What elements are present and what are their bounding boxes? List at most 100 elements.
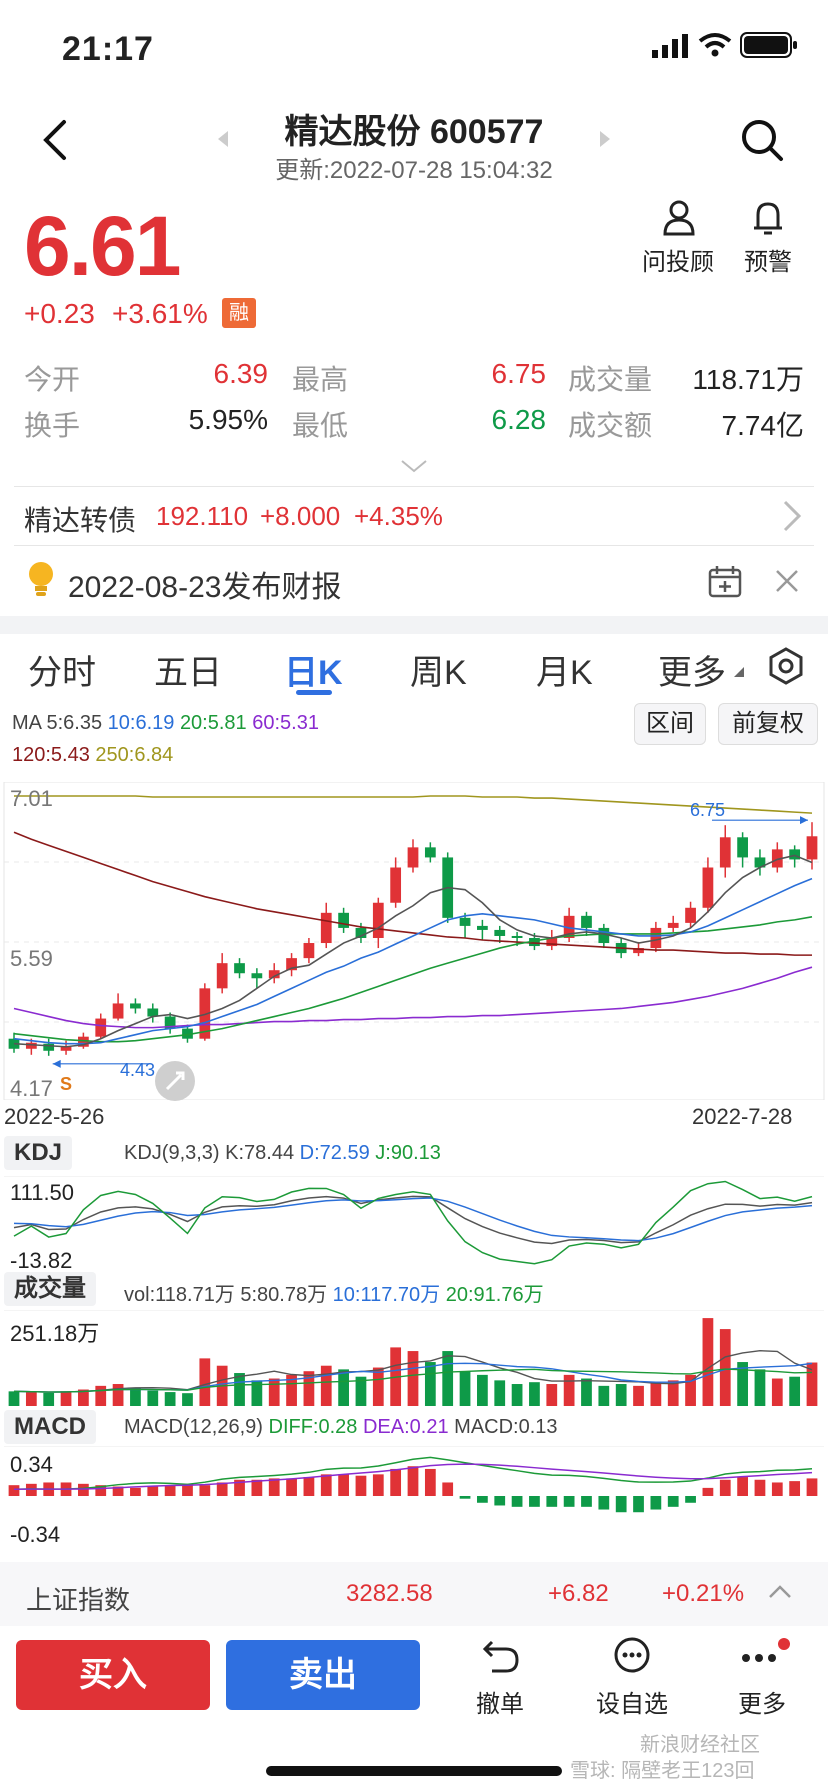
sell-button[interactable]: 卖出 [226, 1640, 420, 1710]
battery-icon [740, 32, 797, 58]
vol-ma10: 10:117.70万 [332, 1284, 441, 1306]
volume-bar [372, 1367, 384, 1406]
tab-intraday[interactable]: 分时 [28, 654, 96, 692]
ma5-label: 5:6.35 [46, 712, 103, 734]
volume-bar [737, 1362, 748, 1406]
active-tab-indicator [296, 690, 332, 695]
search-icon[interactable] [740, 118, 784, 162]
high-value: 6.75 [491, 358, 547, 389]
volume-bar [424, 1362, 436, 1406]
candle-body [754, 857, 766, 868]
status-bar: 21:17 [0, 0, 828, 100]
macd-bar [806, 1478, 818, 1496]
bond-price: 192.110 [156, 501, 249, 531]
wifi-icon [698, 33, 732, 57]
watermark-line1: 新浪财经社区 [640, 1734, 760, 1756]
macd-bar [702, 1487, 714, 1496]
more-label: 更多 [738, 1691, 786, 1718]
earnings-notice-row[interactable]: 2022-08-23发布财报 [0, 546, 828, 616]
macd-bar [355, 1475, 367, 1496]
tab-five-day[interactable]: 五日 [154, 654, 222, 692]
kdj-selector[interactable]: KDJ [4, 1136, 73, 1170]
buy-button[interactable]: 买入 [16, 1640, 210, 1710]
candlestick-chart[interactable] [0, 782, 828, 1100]
price-change-pct: +3.61% [112, 298, 208, 329]
candle-body [95, 1018, 107, 1037]
macd-selector[interactable]: MACD [4, 1410, 96, 1444]
volume-bar [546, 1384, 558, 1406]
volume-selector[interactable]: 成交量 [4, 1272, 96, 1306]
chevron-up-icon[interactable] [768, 1584, 792, 1600]
tab-daily-k[interactable]: 日K [284, 654, 343, 692]
candle-body [719, 837, 731, 868]
macd-bar [320, 1474, 332, 1496]
tab-weekly-k[interactable]: 周K [410, 654, 467, 692]
y-axis-top-label: 7.01 [10, 786, 53, 811]
chart-settings-icon[interactable] [766, 646, 806, 686]
section-separator [0, 616, 828, 634]
adjust-button[interactable]: 前复权 [718, 703, 818, 745]
candle-body [546, 937, 558, 947]
volume-bar [633, 1385, 644, 1406]
kdj-y-top: 111.50 [10, 1180, 75, 1205]
min-marker-arrow [52, 1059, 61, 1068]
bond-row[interactable]: 精达转债 192.110 +8.000 +4.35% [0, 487, 828, 545]
macd-bar [390, 1468, 402, 1496]
volume-bar [806, 1362, 818, 1406]
home-indicator [266, 1766, 562, 1776]
date-start-label: 2022-5-26 [4, 1104, 105, 1129]
volume-bar [667, 1380, 679, 1406]
more-button[interactable]: 更多 [722, 1636, 802, 1718]
kdj-button-label: KDJ [14, 1139, 63, 1166]
expand-chevron-icon[interactable] [400, 458, 428, 474]
close-icon[interactable] [774, 568, 800, 594]
macd-bar [667, 1496, 679, 1507]
volume-bar [78, 1389, 89, 1406]
tab-more[interactable]: 更多 [658, 654, 726, 692]
ma250-line [14, 795, 813, 814]
prev-stock-icon[interactable] [216, 130, 230, 148]
index-name: 上证指数 [26, 1585, 131, 1615]
tab-monthly-k[interactable]: 月K [536, 654, 593, 692]
chart-tool-icon[interactable] [154, 1060, 196, 1102]
ma-legend-row1: MA 5:6.35 10:6.19 20:5.81 60:5.31 [12, 712, 319, 735]
candle-body [407, 847, 419, 868]
candle-body [303, 943, 315, 959]
index-ticker-bar[interactable]: 上证指数 3282.58 +6.82 +0.21% [0, 1562, 828, 1626]
kdj-j-line [13, 1180, 813, 1265]
watchlist-label: 设自选 [596, 1691, 668, 1718]
amount-label: 成交额 [568, 410, 653, 441]
next-stock-icon[interactable] [598, 130, 612, 148]
ma120-line [13, 831, 812, 956]
macd-bar [477, 1496, 488, 1503]
macd-y-bottom: -0.34 [10, 1522, 61, 1547]
kdj-d-line [13, 1197, 813, 1242]
kdj-j: J:90.13 [375, 1142, 441, 1164]
macd-bar [216, 1482, 228, 1496]
back-icon[interactable] [40, 118, 70, 162]
candle-body [667, 922, 679, 928]
volume-ma20-line [13, 1368, 813, 1393]
range-button[interactable]: 区间 [634, 703, 706, 745]
undo-order-button[interactable]: 撤单 [460, 1636, 540, 1718]
y-axis-bottom-label: 4.17 [10, 1076, 53, 1101]
volume-bar [8, 1391, 20, 1406]
macd-bar [633, 1496, 644, 1513]
macd-bar [581, 1496, 592, 1507]
candle-body [511, 935, 523, 938]
add-watchlist-button[interactable]: 设自选 [592, 1636, 672, 1718]
macd-value: MACD:0.13 [454, 1416, 558, 1438]
macd-bar [563, 1496, 575, 1507]
notice-text: 2022-08-23发布财报 [68, 571, 342, 604]
bond-change-pct: +4.35% [354, 501, 443, 531]
volume-bar [164, 1392, 176, 1406]
candle-body [320, 912, 332, 944]
y-axis-mid-label: 5.59 [10, 946, 53, 971]
volume-bar [702, 1318, 714, 1406]
ma10-label: 10:6.19 [107, 712, 175, 734]
macd-bar [494, 1496, 506, 1506]
calendar-add-icon[interactable] [708, 564, 742, 598]
candle-body [216, 963, 228, 989]
volume-bar [60, 1391, 72, 1406]
ma-legend-row2: 120:5.43 250:6.84 [12, 744, 173, 767]
